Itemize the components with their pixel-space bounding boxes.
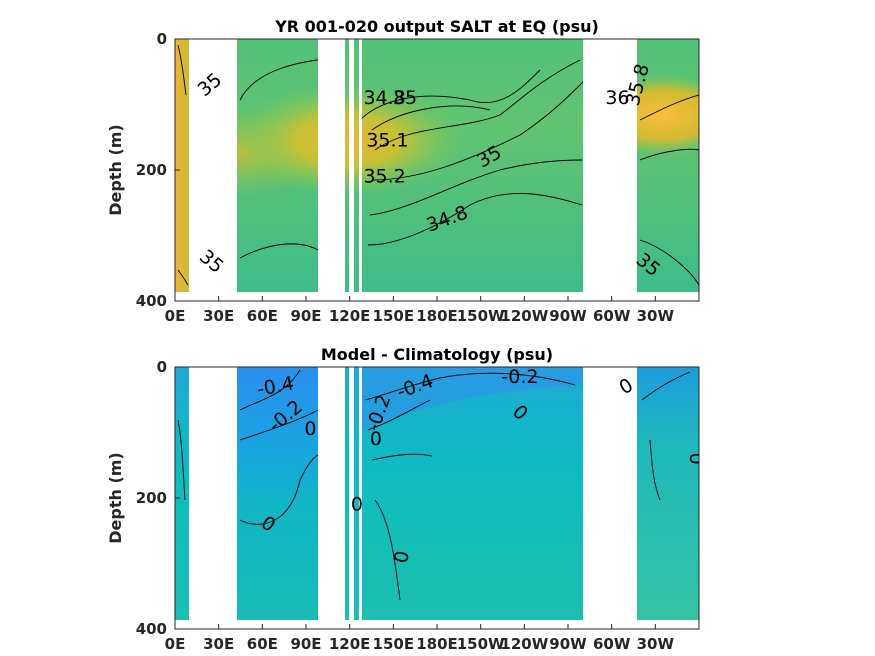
x-tick-label: 30E bbox=[203, 635, 234, 653]
x-tick-label: 60E bbox=[247, 635, 278, 653]
contour-label: 35.1 bbox=[366, 130, 408, 152]
x-tick-label: 30E bbox=[203, 307, 234, 325]
diff-y-ticks: 0 200 400 bbox=[136, 358, 180, 638]
contour-label: -0.2 bbox=[501, 366, 538, 388]
x-tick-label: 90W bbox=[549, 307, 587, 325]
x-tick-label: 60E bbox=[247, 307, 278, 325]
x-tick-label: 60W bbox=[593, 635, 631, 653]
x-tick-label: 150W bbox=[457, 635, 505, 653]
contour-label: 0 bbox=[304, 418, 316, 440]
x-tick-label: 30W bbox=[637, 635, 675, 653]
salt-y-axis-label: Depth (m) bbox=[106, 124, 125, 216]
diff-y-axis-label: Depth (m) bbox=[106, 452, 125, 544]
x-tick-label: 90E bbox=[290, 307, 321, 325]
x-tick-label: 120W bbox=[500, 307, 548, 325]
y-tick-label: 400 bbox=[136, 292, 167, 310]
x-tick-label: 120E bbox=[329, 307, 371, 325]
x-tick-label: 0E bbox=[165, 635, 186, 653]
salt-contours bbox=[177, 44, 699, 286]
y-tick-label: 0 bbox=[157, 358, 167, 376]
contour-label: 0 bbox=[370, 428, 382, 450]
x-tick-label: 180E bbox=[416, 635, 458, 653]
diff-land-mask bbox=[175, 367, 699, 629]
salt-panel-title: YR 001-020 output SALT at EQ (psu) bbox=[274, 17, 599, 36]
contour-label: 35 bbox=[393, 87, 417, 109]
contour-label: 0 bbox=[390, 549, 414, 565]
contour-label: 35.2 bbox=[363, 166, 405, 188]
contour-label: 36 bbox=[605, 87, 629, 109]
x-tick-label: 60W bbox=[593, 307, 631, 325]
contour-label: 0 bbox=[351, 494, 363, 516]
y-tick-label: 0 bbox=[157, 30, 167, 48]
x-tick-label: 150E bbox=[373, 635, 415, 653]
x-tick-label: 0E bbox=[165, 307, 186, 325]
x-tick-label: 120E bbox=[329, 635, 371, 653]
x-tick-label: 30W bbox=[637, 307, 675, 325]
contour-label: 0 bbox=[685, 453, 707, 465]
y-tick-label: 200 bbox=[136, 161, 167, 179]
x-tick-label: 90E bbox=[290, 635, 321, 653]
x-tick-label: 90W bbox=[549, 635, 587, 653]
x-tick-label: 150W bbox=[457, 307, 505, 325]
x-tick-label: 180E bbox=[416, 307, 458, 325]
contour-label: 34.8 bbox=[363, 87, 405, 109]
y-tick-label: 200 bbox=[136, 489, 167, 507]
x-tick-label: 150E bbox=[373, 307, 415, 325]
diff-contours bbox=[177, 369, 691, 601]
y-tick-label: 400 bbox=[136, 620, 167, 638]
x-tick-label: 120W bbox=[500, 635, 548, 653]
salt-y-ticks: 0 200 400 bbox=[136, 30, 180, 310]
diff-panel-title: Model - Climatology (psu) bbox=[321, 345, 553, 364]
